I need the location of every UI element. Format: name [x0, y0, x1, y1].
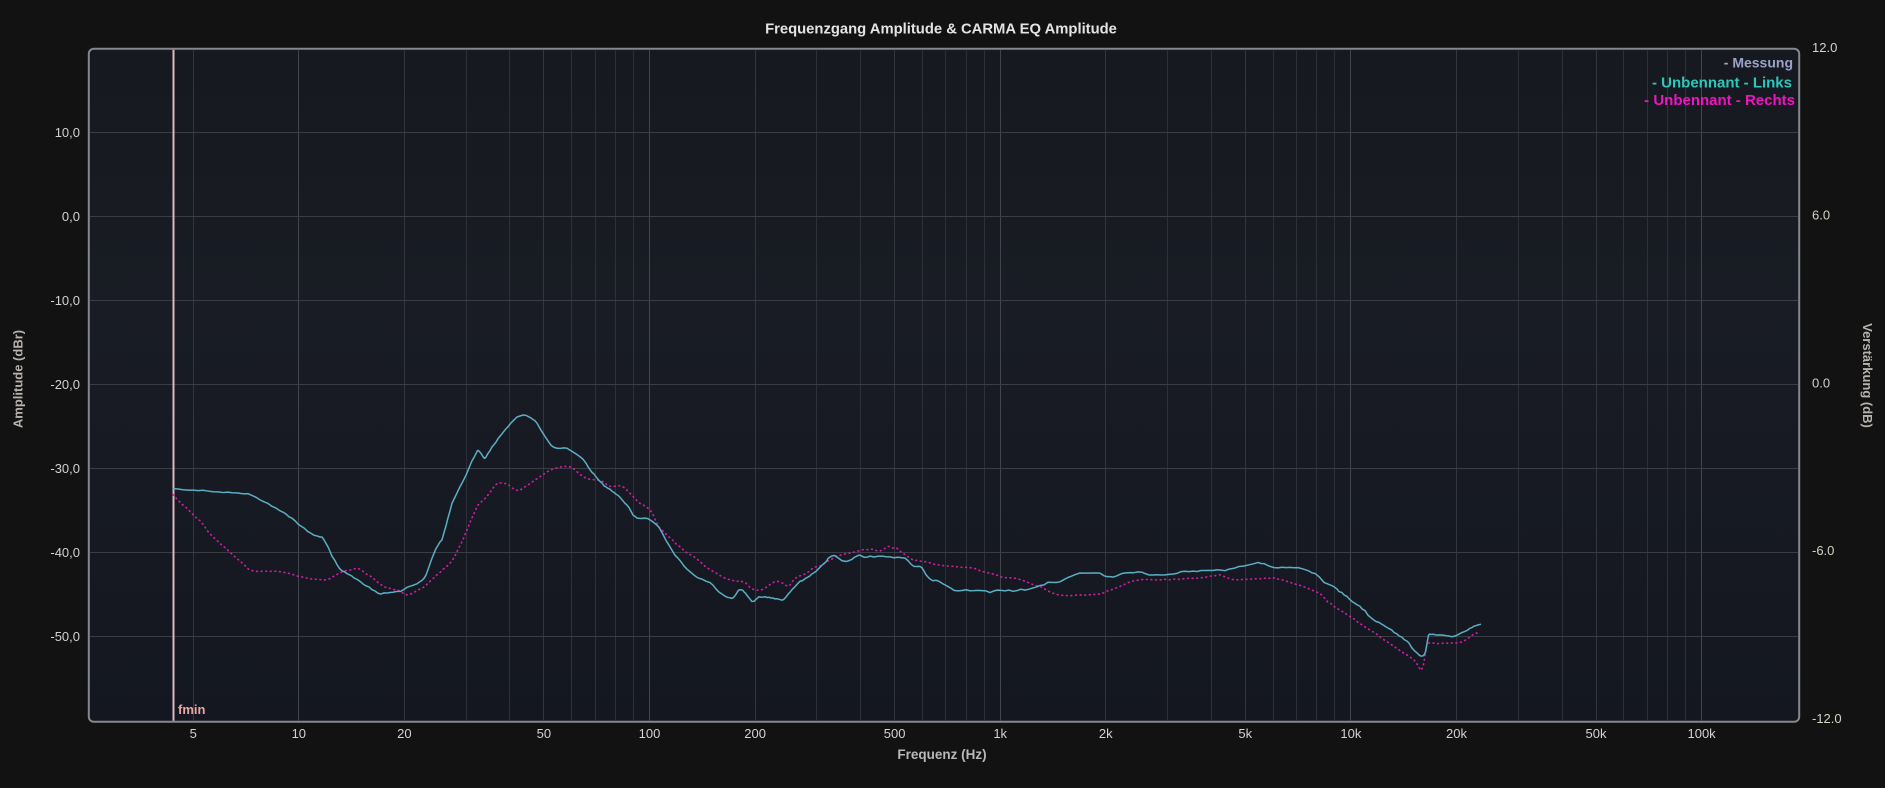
svg-text:20k: 20k: [1446, 726, 1467, 741]
svg-text:5k: 5k: [1238, 726, 1252, 741]
svg-text:50: 50: [537, 726, 551, 741]
svg-text:10k: 10k: [1340, 726, 1361, 741]
svg-text:fmin: fmin: [178, 702, 206, 717]
svg-text:20: 20: [397, 726, 411, 741]
svg-text:6.0: 6.0: [1812, 208, 1830, 223]
svg-text:500: 500: [884, 726, 906, 741]
svg-text:-20,0: -20,0: [50, 377, 80, 392]
svg-text:12.0: 12.0: [1812, 40, 1837, 55]
svg-text:-40,0: -40,0: [50, 545, 80, 560]
svg-text:- Unbennant - Links: - Unbennant - Links: [1652, 75, 1792, 92]
svg-text:100k: 100k: [1687, 726, 1716, 741]
svg-text:Verstärkung (dB): Verstärkung (dB): [1860, 323, 1875, 428]
svg-text:10: 10: [292, 726, 306, 741]
svg-text:-12.0: -12.0: [1812, 711, 1842, 726]
svg-text:10,0: 10,0: [55, 125, 80, 140]
svg-text:50k: 50k: [1586, 726, 1607, 741]
svg-text:0.0: 0.0: [1812, 376, 1830, 391]
svg-text:-30,0: -30,0: [50, 461, 80, 476]
svg-text:- Messung: - Messung: [1724, 55, 1793, 71]
svg-text:-6.0: -6.0: [1812, 543, 1834, 558]
svg-text:100: 100: [639, 726, 661, 741]
svg-text:Frequenz (Hz): Frequenz (Hz): [897, 747, 986, 762]
svg-text:Frequenzgang Amplitude & CARMA: Frequenzgang Amplitude & CARMA EQ Amplit…: [765, 22, 1117, 38]
svg-text:0,0: 0,0: [62, 209, 80, 224]
svg-text:-10,0: -10,0: [50, 293, 80, 308]
svg-text:Amplitude (dBr): Amplitude (dBr): [11, 330, 26, 428]
svg-text:5: 5: [190, 726, 197, 741]
svg-text:2k: 2k: [1099, 726, 1113, 741]
svg-text:- Unbennant - Rechts: - Unbennant - Rechts: [1644, 92, 1795, 109]
svg-text:-50,0: -50,0: [50, 629, 80, 644]
svg-text:200: 200: [744, 726, 766, 741]
svg-text:1k: 1k: [993, 726, 1007, 741]
